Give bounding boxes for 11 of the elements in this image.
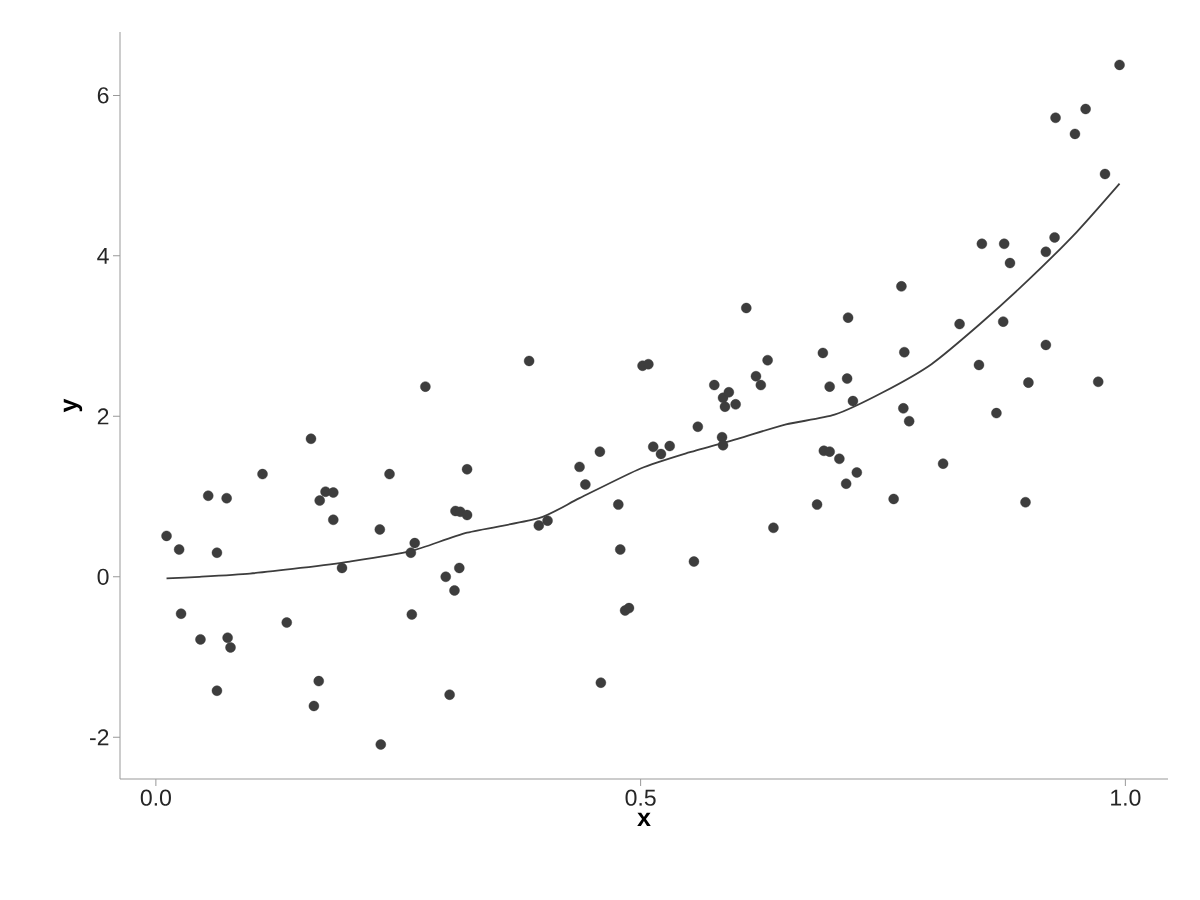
x-tick-label: 1.0: [1111, 789, 1141, 806]
y-tick-label: -2: [90, 729, 109, 746]
y-axis-title: y: [63, 398, 83, 413]
x-tick-label: 0.5: [625, 789, 656, 806]
line-series: [165, 182, 1121, 580]
y-tick-label: 0: [97, 568, 109, 585]
x-tick-label: 0.0: [140, 789, 171, 806]
y-tick-label: 6: [97, 87, 109, 104]
x-axis-title: x: [637, 812, 651, 826]
y-tick-label: 4: [97, 247, 109, 264]
y-tick-label: 2: [97, 408, 109, 425]
